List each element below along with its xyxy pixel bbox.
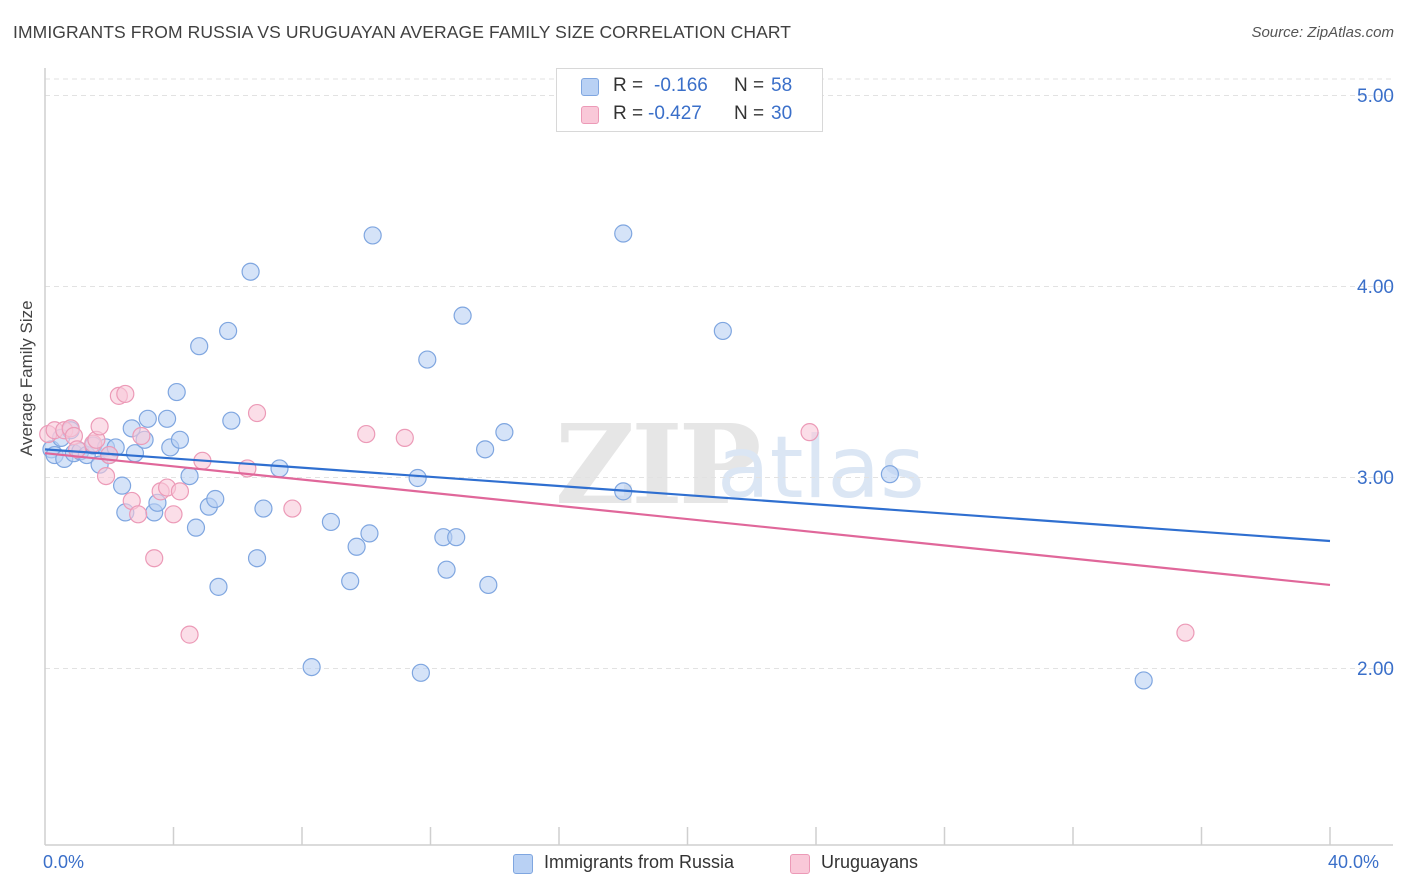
trend-line-immigrants-from-russia (44, 448, 1331, 543)
data-point (254, 499, 273, 518)
data-point (219, 321, 238, 341)
data-point (476, 440, 495, 459)
legend-swatch-pink (581, 106, 599, 124)
y-tick-label: 3.00 (1357, 468, 1394, 489)
data-point (209, 577, 228, 596)
data-point (247, 403, 267, 423)
trend-lines (44, 448, 1331, 587)
data-point (241, 262, 260, 281)
data-point (247, 549, 267, 568)
n-value: 58 (771, 75, 793, 96)
n-value: 30 (771, 103, 793, 124)
data-point (479, 575, 498, 595)
data-point (170, 482, 190, 501)
data-point (68, 440, 87, 459)
data-point (129, 505, 148, 524)
data-point (283, 499, 302, 518)
r-label: R = (613, 103, 644, 124)
data-point (170, 430, 190, 449)
data-point (138, 409, 157, 428)
y-tick-label: 5.00 (1357, 86, 1394, 107)
x-tick-label-max: 40.0% (1328, 852, 1380, 872)
data-point (495, 423, 514, 442)
data-point (145, 549, 164, 568)
axis-layer (44, 68, 1393, 846)
data-point (363, 226, 382, 245)
y-tick-label: 4.00 (1357, 277, 1394, 298)
chart-title: IMMIGRANTS FROM RUSSIA VS URUGUAYAN AVER… (13, 22, 792, 42)
data-point (614, 224, 633, 243)
data-point (347, 537, 366, 556)
series-uruguayans (39, 384, 1195, 644)
legend-swatch-blue (513, 854, 533, 874)
data-point (180, 625, 199, 644)
data-point (321, 512, 341, 532)
data-point (1134, 671, 1153, 690)
data-point (800, 423, 819, 442)
data-point (164, 505, 183, 524)
correlation-legend: R = -0.166 N = 58 R = -0.427 N = 30 (556, 68, 823, 132)
data-point (341, 572, 360, 591)
data-point (270, 459, 289, 478)
stats-row-russia: R = -0.166 N = 58 (557, 75, 822, 99)
data-point (116, 384, 135, 404)
trend-line-uruguayans (44, 452, 1331, 587)
data-point (222, 411, 241, 430)
data-point (190, 337, 209, 356)
data-point (96, 466, 116, 486)
y-tick-label: 2.00 (1357, 659, 1394, 680)
data-point (447, 528, 466, 547)
grid-layer (45, 78, 1393, 669)
legend-label: Uruguayans (821, 852, 919, 872)
watermark-zip: ZIP (555, 400, 761, 529)
data-point (360, 524, 379, 543)
r-value: -0.427 (648, 103, 702, 124)
data-point (1176, 623, 1195, 642)
data-point (157, 409, 177, 428)
n-label: N = (734, 75, 765, 96)
data-point (90, 417, 109, 436)
r-value: -0.166 (654, 75, 708, 96)
data-point (180, 466, 199, 486)
data-point (167, 382, 186, 402)
data-point (418, 350, 437, 369)
y-axis-title: Average Family Size (17, 300, 36, 456)
stats-row-uruguayans: R = -0.427 N = 30 (557, 103, 822, 127)
data-point (132, 426, 151, 446)
data-point (302, 657, 321, 677)
data-point (713, 321, 732, 341)
legend-swatch-pink (790, 854, 810, 874)
data-point (395, 428, 414, 447)
n-label: N = (734, 103, 765, 124)
data-point (186, 518, 206, 537)
data-point (411, 663, 430, 682)
legend-label: Immigrants from Russia (544, 852, 735, 872)
legend-swatch-blue (581, 78, 599, 96)
r-label: R = (613, 75, 644, 96)
data-point (112, 476, 132, 495)
data-point (357, 424, 376, 444)
data-point (206, 489, 225, 509)
source-label: Source: ZipAtlas.com (1251, 24, 1394, 41)
data-point (408, 468, 427, 488)
data-point (437, 560, 456, 579)
data-point (453, 306, 472, 325)
data-point (880, 465, 899, 484)
x-tick-label-min: 0.0% (43, 852, 85, 872)
